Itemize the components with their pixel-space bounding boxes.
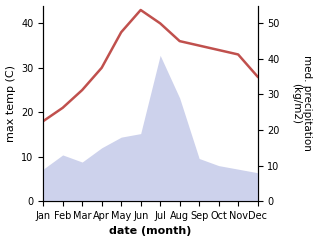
X-axis label: date (month): date (month) <box>109 227 192 236</box>
Y-axis label: max temp (C): max temp (C) <box>5 65 16 142</box>
Y-axis label: med. precipitation
(kg/m2): med. precipitation (kg/m2) <box>291 55 313 151</box>
